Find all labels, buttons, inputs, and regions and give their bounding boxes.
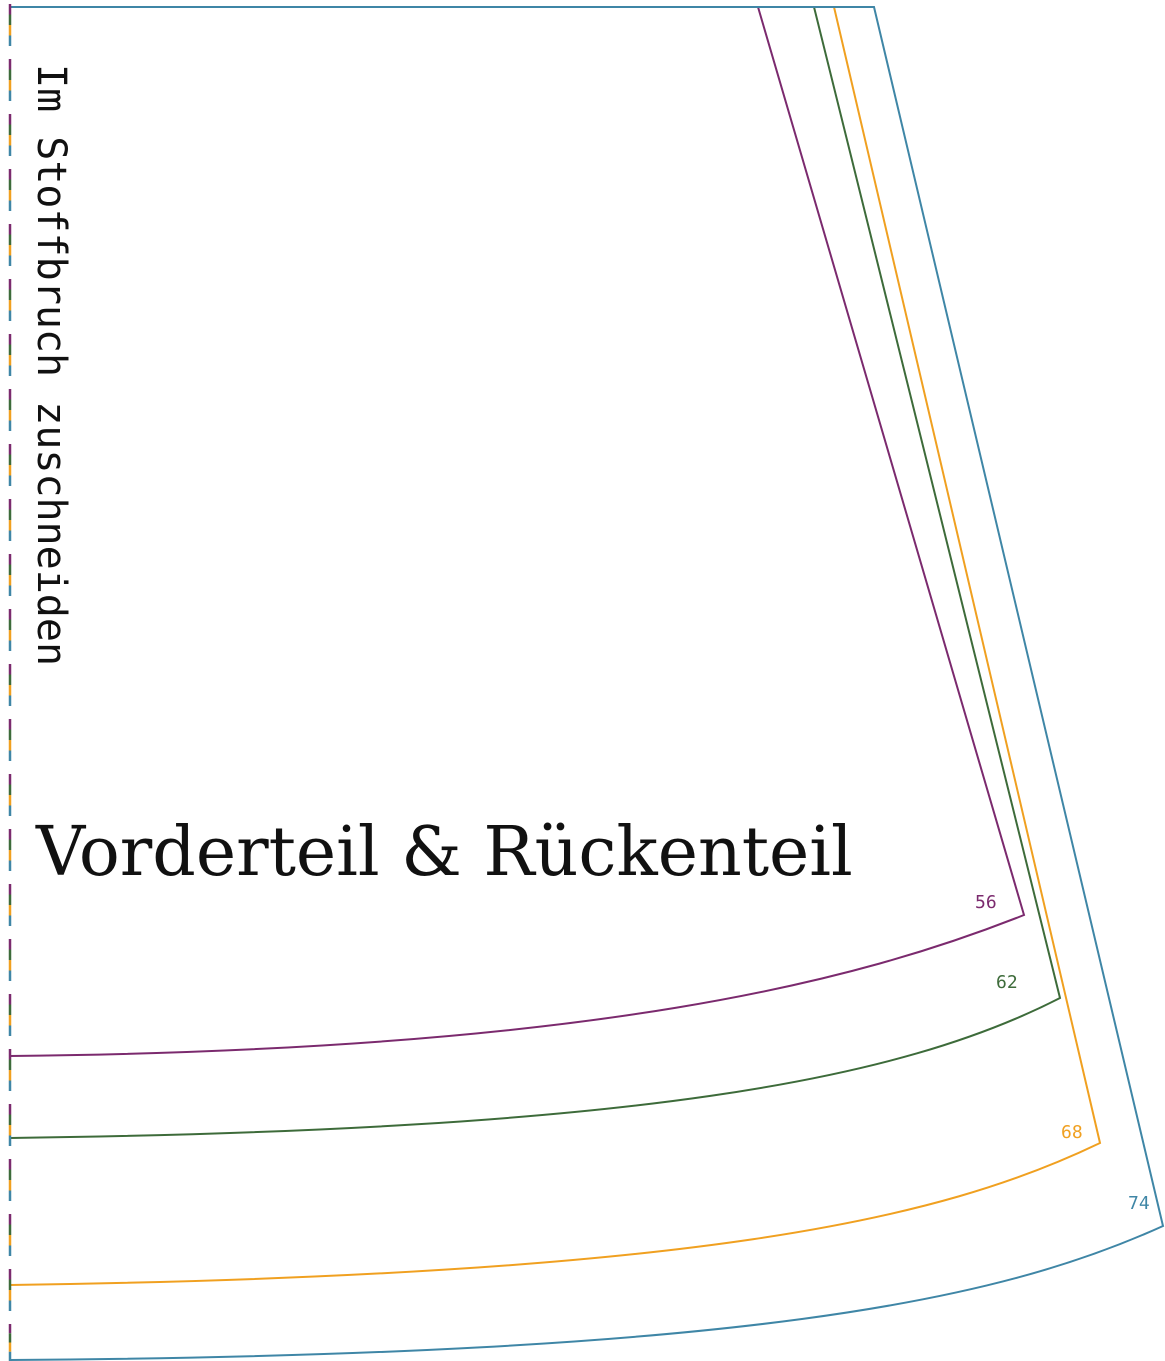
- outline-size-62: [10, 7, 1060, 1138]
- size-label-56: 56: [975, 892, 997, 913]
- outline-size-56: [10, 7, 1024, 1056]
- outline-size-68: [10, 7, 1100, 1285]
- size-label-62: 62: [996, 972, 1018, 993]
- size-label-68: 68: [1061, 1122, 1083, 1143]
- outline-size-74: [10, 7, 1163, 1360]
- pattern-title: Vorderteil & Rückenteil: [35, 813, 853, 892]
- fold-instruction-text: Im Stoffbruch zuschneiden: [28, 64, 74, 666]
- size-label-74: 74: [1128, 1193, 1150, 1214]
